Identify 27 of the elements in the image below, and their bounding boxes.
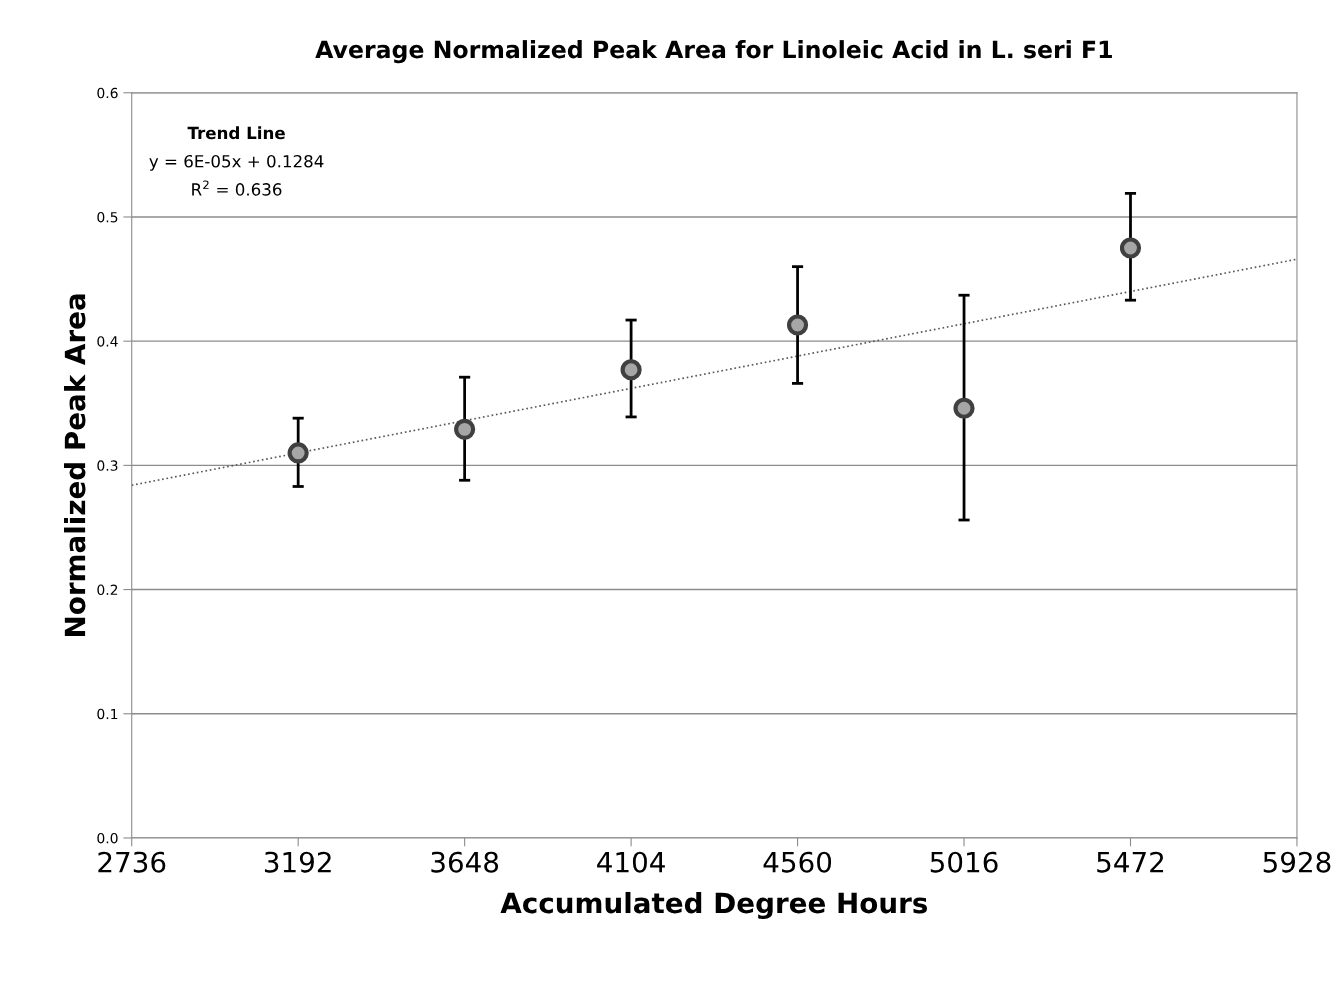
x-tick-label: 5472: [1097, 851, 1164, 873]
x-tick-label: 4560: [763, 851, 832, 873]
x-tick-label: 3192: [264, 851, 331, 873]
point: [1119, 237, 1142, 259]
y-tick-label: 0.3: [97, 460, 118, 471]
y-axis-title: Normalized Peak Area: [63, 294, 86, 636]
annotation: R$^{2}$ = 0.636: [192, 180, 282, 196]
x-tick-label: 5016: [930, 851, 998, 873]
y-tick-label: 0.1: [97, 708, 118, 720]
x-tick-label: 3648: [431, 851, 499, 873]
point: [287, 442, 309, 464]
x-tick-label: 4104: [597, 851, 665, 873]
point: [620, 359, 642, 381]
y-tick-label: 0.6: [97, 87, 118, 99]
x-tick-label: 2736: [98, 851, 166, 873]
y-tick-label: 0.0: [97, 832, 118, 844]
y-tick-label: 0.2: [97, 584, 118, 596]
point: [786, 314, 809, 336]
annotation: Trend Line: [187, 126, 285, 140]
annotation: y = 6E-05x + 0.1284: [149, 154, 324, 171]
y-tick-label: 0.4: [97, 336, 118, 347]
point: [953, 397, 975, 419]
x-axis-title: Accumulated Degree Hours: [500, 891, 928, 920]
x-tick-label: 5928: [1263, 851, 1331, 873]
y-tick-label: 0.5: [97, 211, 118, 223]
point: [454, 418, 476, 440]
chart-title: Average Normalized Peak Area for Linoleic Acid in L. seri F1: [315, 40, 1112, 64]
